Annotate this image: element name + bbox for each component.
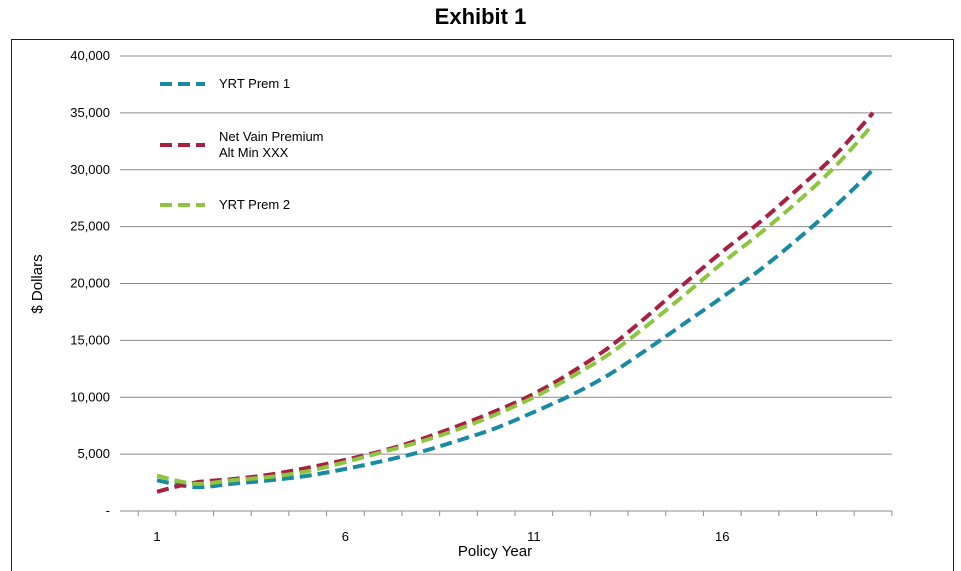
x-axis-label: Policy Year xyxy=(458,543,532,560)
gridlines xyxy=(120,55,892,512)
x-tick-label: 1 xyxy=(153,529,160,544)
y-axis-label: $ Dollars xyxy=(29,254,46,313)
y-tick-label: - xyxy=(106,503,110,518)
y-tick-label: 40,000 xyxy=(70,48,110,63)
y-tick-label: 30,000 xyxy=(70,162,110,177)
series-line-2 xyxy=(156,111,875,494)
axes: - 5,000 10,000 15,000 20,000 25,000 30,000 35,0… xyxy=(70,48,893,544)
legend-label: YRT Prem 2 xyxy=(219,197,290,212)
chart-frame xyxy=(11,39,954,571)
series-lines xyxy=(156,111,875,494)
y-tick-label: 10,000 xyxy=(70,389,110,404)
y-tick-label: 15,000 xyxy=(70,332,110,347)
series-line-3 xyxy=(156,122,875,486)
legend-label: Net Vain Premium xyxy=(219,129,324,144)
legend-label: Alt Min XXX xyxy=(219,145,289,160)
chart-title: Exhibit 1 xyxy=(434,4,527,29)
x-tick-label: 11 xyxy=(527,529,541,544)
x-tick-label: 6 xyxy=(342,529,349,544)
legend-label: YRT Prem 1 xyxy=(219,76,290,91)
series-line-1 xyxy=(156,168,875,490)
x-tick-label: 16 xyxy=(715,529,729,544)
y-tick-label: 5,000 xyxy=(77,446,110,461)
y-tick-label: 25,000 xyxy=(70,219,110,234)
y-tick-label: 35,000 xyxy=(70,105,110,120)
y-tick-label: 20,000 xyxy=(70,276,110,291)
